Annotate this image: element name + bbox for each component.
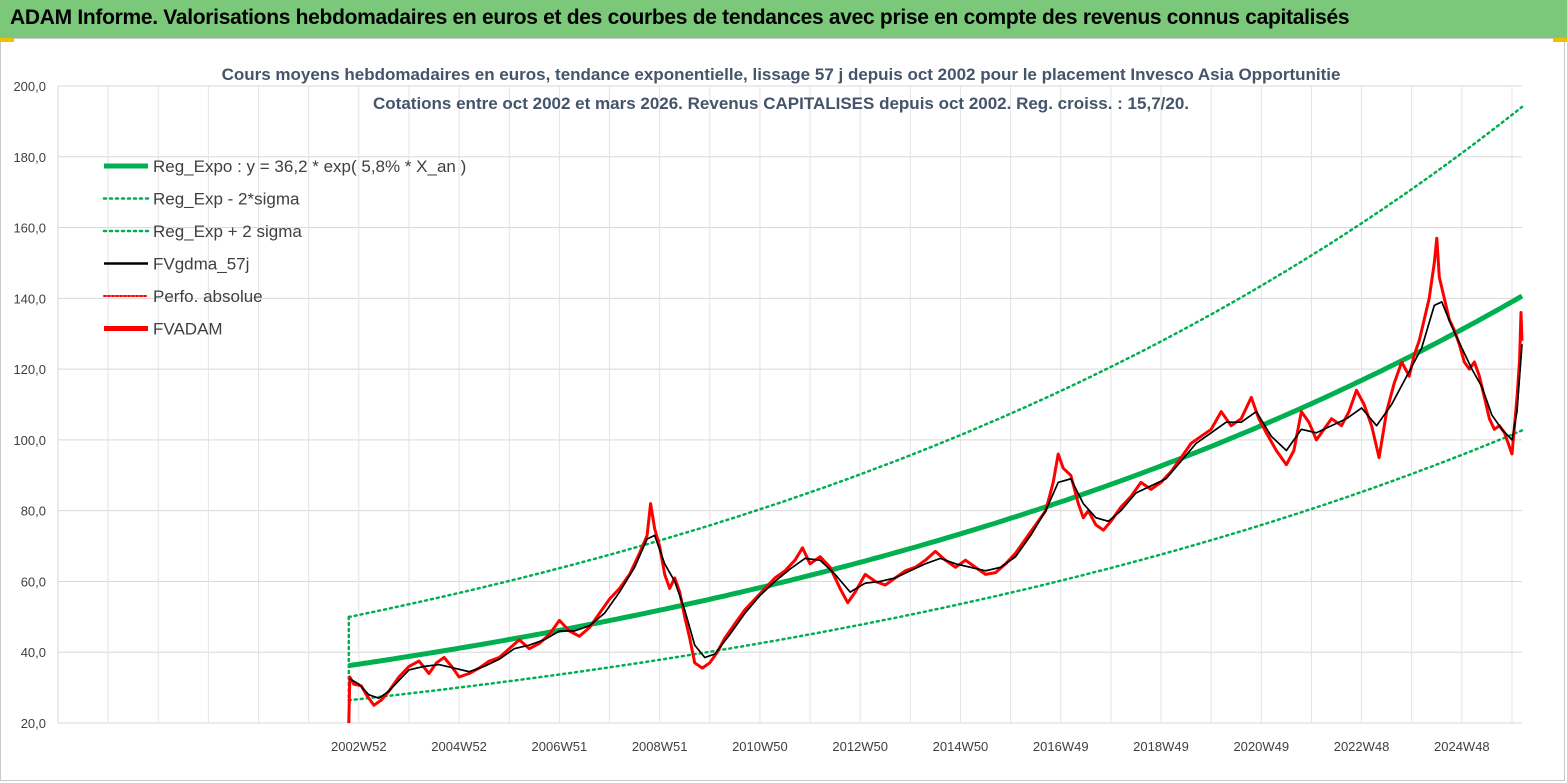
x-tick-label: 2004W52 (431, 739, 487, 754)
corner-mark-right (1553, 38, 1567, 42)
corner-mark-left (0, 38, 14, 42)
report-banner: ADAM Informe. Valorisations hebdomadaire… (0, 0, 1567, 39)
chart-frame (0, 38, 1565, 781)
reg-expo-line (348, 293, 1524, 669)
y-tick-label: 160,0 (13, 221, 46, 236)
series-lines (347, 236, 1524, 724)
y-axis-ticks: 20,0 40,0 60,0 80,0 100,0 120,0 140,0 160,0 180,… (13, 79, 46, 731)
series-fvadam-line (347, 236, 1524, 724)
reg-exp-plus-2sigma-line (347, 105, 1524, 619)
y-tick-label: 200,0 (13, 79, 46, 94)
x-axis-ticks: 2002W52 2004W52 2006W51 2008W51 2010W50 2012W… (331, 739, 1490, 754)
y-tick-label: 20,0 (21, 716, 46, 731)
x-tick-label: 2010W50 (732, 739, 788, 754)
x-tick-label: 2006W51 (532, 739, 588, 754)
x-tick-label: 2018W49 (1133, 739, 1189, 754)
report-title: ADAM Informe. Valorisations hebdomadaire… (10, 6, 1350, 29)
y-tick-label: 100,0 (13, 433, 46, 448)
legend-label: Reg_Expo : y = 36,2 * exp( 5,8% * X_an ) (153, 157, 466, 176)
regression-lines (347, 105, 1524, 702)
chart-title-line: Cours moyens hebdomadaires en euros, ten… (222, 65, 1341, 84)
chart-title-line: Cotations entre oct 2002 et mars 2026. R… (373, 94, 1189, 113)
x-tick-label: 2012W50 (832, 739, 888, 754)
y-tick-label: 40,0 (21, 645, 46, 660)
reg-exp-minus-2sigma-line (347, 429, 1524, 702)
y-tick-label: 180,0 (13, 150, 46, 165)
legend-label: FVADAM (153, 320, 223, 339)
y-tick-label: 80,0 (21, 504, 46, 519)
x-tick-label: 2008W51 (632, 739, 688, 754)
legend-label: FVgdma_57j (153, 255, 249, 274)
legend-label: Perfo. absolue (153, 287, 263, 306)
series-fvgdma-overlay-line (349, 301, 1523, 699)
x-tick-label: 2020W49 (1233, 739, 1289, 754)
x-tick-label: 2002W52 (331, 739, 387, 754)
y-tick-label: 60,0 (21, 574, 46, 589)
grid (57, 85, 1522, 724)
legend: Reg_Expo : y = 36,2 * exp( 5,8% * X_an )… (102, 157, 466, 339)
x-tick-label: 2022W48 (1334, 739, 1390, 754)
y-tick-label: 120,0 (13, 362, 46, 377)
x-tick-label: 2016W49 (1033, 739, 1089, 754)
chart-title: Cours moyens hebdomadaires en euros, ten… (222, 65, 1341, 113)
x-tick-label: 2014W50 (933, 739, 989, 754)
x-tick-label: 2024W48 (1434, 739, 1490, 754)
legend-label: Reg_Exp + 2 sigma (153, 222, 302, 241)
legend-label: Reg_Exp - 2*sigma (153, 190, 300, 209)
y-tick-label: 140,0 (13, 291, 46, 306)
